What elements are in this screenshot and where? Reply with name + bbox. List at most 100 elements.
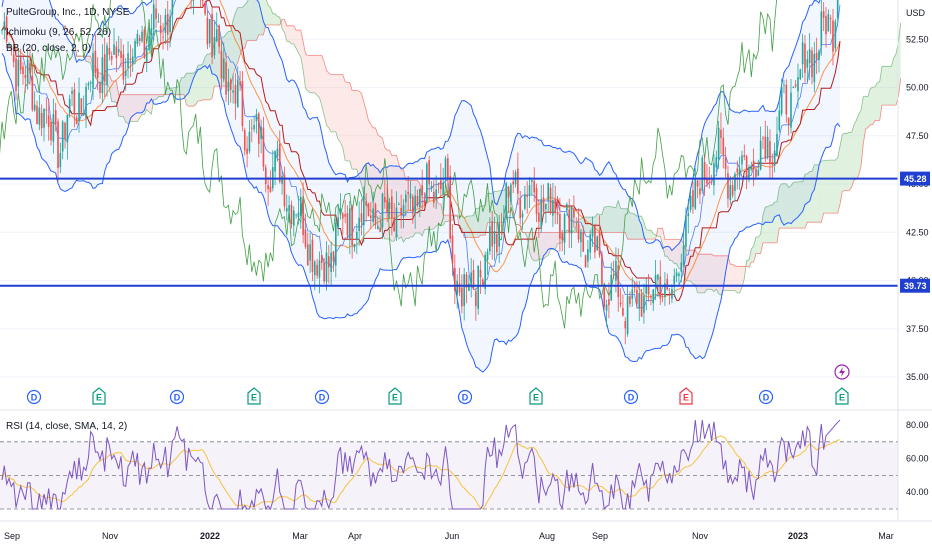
candle-body <box>615 260 617 281</box>
ichimoku-cloud-segment <box>629 212 633 240</box>
candle-body <box>755 168 757 177</box>
candle-body <box>836 0 839 19</box>
candle-body <box>822 11 825 18</box>
event-label: D <box>174 393 181 403</box>
candle-body <box>538 212 540 223</box>
candle-body <box>346 213 349 236</box>
candle-body <box>398 204 400 205</box>
ichimoku-cloud-segment <box>326 70 329 128</box>
ichimoku-cloud-segment <box>636 216 640 240</box>
ichimoku-cloud-segment <box>398 163 402 239</box>
candle-body <box>29 62 31 73</box>
candle-body <box>829 17 832 19</box>
candle-body <box>696 180 699 187</box>
ichimoku-cloud-segment <box>713 255 717 292</box>
candle-body <box>589 234 592 253</box>
candle-body <box>552 200 554 216</box>
dividend-event-icon <box>758 389 774 405</box>
ichimoku-cloud-segment <box>298 30 301 58</box>
ichimoku-cloud-segment <box>436 197 439 227</box>
ichimoku-cloud-segment <box>868 88 871 128</box>
candle-body <box>545 203 547 210</box>
candle-body <box>337 217 339 228</box>
rsi-legend[interactable]: RSI (14, close, SMA, 14, 2) <box>6 421 128 432</box>
ichimoku-cloud-segment <box>328 73 332 132</box>
candle-body <box>687 213 690 217</box>
candle-body <box>678 273 680 277</box>
candle-body <box>124 71 127 77</box>
price-tick-label: 52.50 <box>906 34 929 44</box>
candle-body <box>12 54 15 62</box>
candle-body <box>778 110 781 131</box>
candle-body <box>302 199 304 236</box>
candle-body <box>323 262 325 282</box>
candle-body <box>405 194 407 203</box>
candle-body <box>647 286 650 295</box>
candle-body <box>444 158 447 180</box>
time-tick-label: Nov <box>692 531 709 541</box>
candle-body <box>71 91 73 94</box>
candle-body <box>208 19 211 44</box>
ichimoku-cloud-segment <box>755 237 759 254</box>
candle-body <box>566 204 568 211</box>
ichimoku-cloud-segment <box>676 239 679 269</box>
candle-body <box>528 185 531 196</box>
ichimoku-cloud-segment <box>795 181 798 229</box>
ichimoku-cloud-segment <box>781 183 784 229</box>
ichimoku-span-b <box>62 18 902 268</box>
ichimoku-cloud-segment <box>858 110 862 176</box>
ichimoku-cloud-segment <box>889 66 892 106</box>
ichimoku-cloud-segment <box>445 215 448 222</box>
ichimoku-cloud-segment <box>153 94 157 100</box>
ichimoku-cloud-segment <box>482 205 486 236</box>
candle-body <box>82 112 85 116</box>
candle-body <box>103 54 106 82</box>
ichimoku-cloud-segment <box>135 94 138 122</box>
candle-body <box>757 169 760 176</box>
event-label: E <box>392 393 398 403</box>
price-tick-label: 35.00 <box>906 372 929 382</box>
ichimoku-cloud-segment <box>678 239 682 270</box>
ichimoku-cloud-segment <box>501 190 504 223</box>
ichimoku-cloud-segment <box>758 234 761 254</box>
ichimoku-cloud-segment <box>898 22 901 98</box>
price-tick-label: 47.50 <box>906 131 929 141</box>
candle-body <box>785 84 788 115</box>
candle-body <box>206 17 209 45</box>
candle-body <box>759 140 762 170</box>
ichimoku-cloud-segment <box>86 56 89 63</box>
candle-body <box>1 30 3 31</box>
event-label: E <box>683 393 689 403</box>
ichimoku-cloud-segment <box>205 54 208 100</box>
time-tick-label: Aug <box>539 531 555 541</box>
candle-body <box>477 265 480 309</box>
candle-body <box>17 59 20 87</box>
bollinger-legend[interactable]: BB (20, close, 2, 0) <box>6 43 92 54</box>
ichimoku-legend[interactable]: Ichimoku (9, 26, 52, 26) <box>6 27 112 38</box>
ichimoku-cloud-segment <box>699 254 703 293</box>
candle-body <box>580 231 582 243</box>
candle-body <box>339 208 342 213</box>
candle-body <box>804 43 806 73</box>
candle-body <box>127 53 129 69</box>
ichimoku-cloud-segment <box>200 63 203 101</box>
candle-body <box>166 14 169 35</box>
candle-body <box>285 207 288 212</box>
candle-body <box>563 214 566 243</box>
candle-body <box>87 83 90 86</box>
candle-body <box>94 50 97 74</box>
ichimoku-cloud-segment <box>769 205 773 243</box>
candle-body <box>689 195 692 210</box>
ichimoku-cloud-segment <box>793 181 796 229</box>
candle-body <box>117 49 120 53</box>
currency-label: USD <box>906 8 926 18</box>
ichimoku-cloud-segment <box>541 232 544 260</box>
candle-body <box>619 302 622 305</box>
ichimoku-cloud-segment <box>352 90 355 170</box>
ichimoku-cloud-segment <box>167 88 171 95</box>
ichimoku-cloud-segment <box>335 74 339 140</box>
candle-body <box>750 165 753 170</box>
ichimoku-cloud-segment <box>891 58 894 106</box>
ichimoku-cloud-segment <box>872 86 876 125</box>
